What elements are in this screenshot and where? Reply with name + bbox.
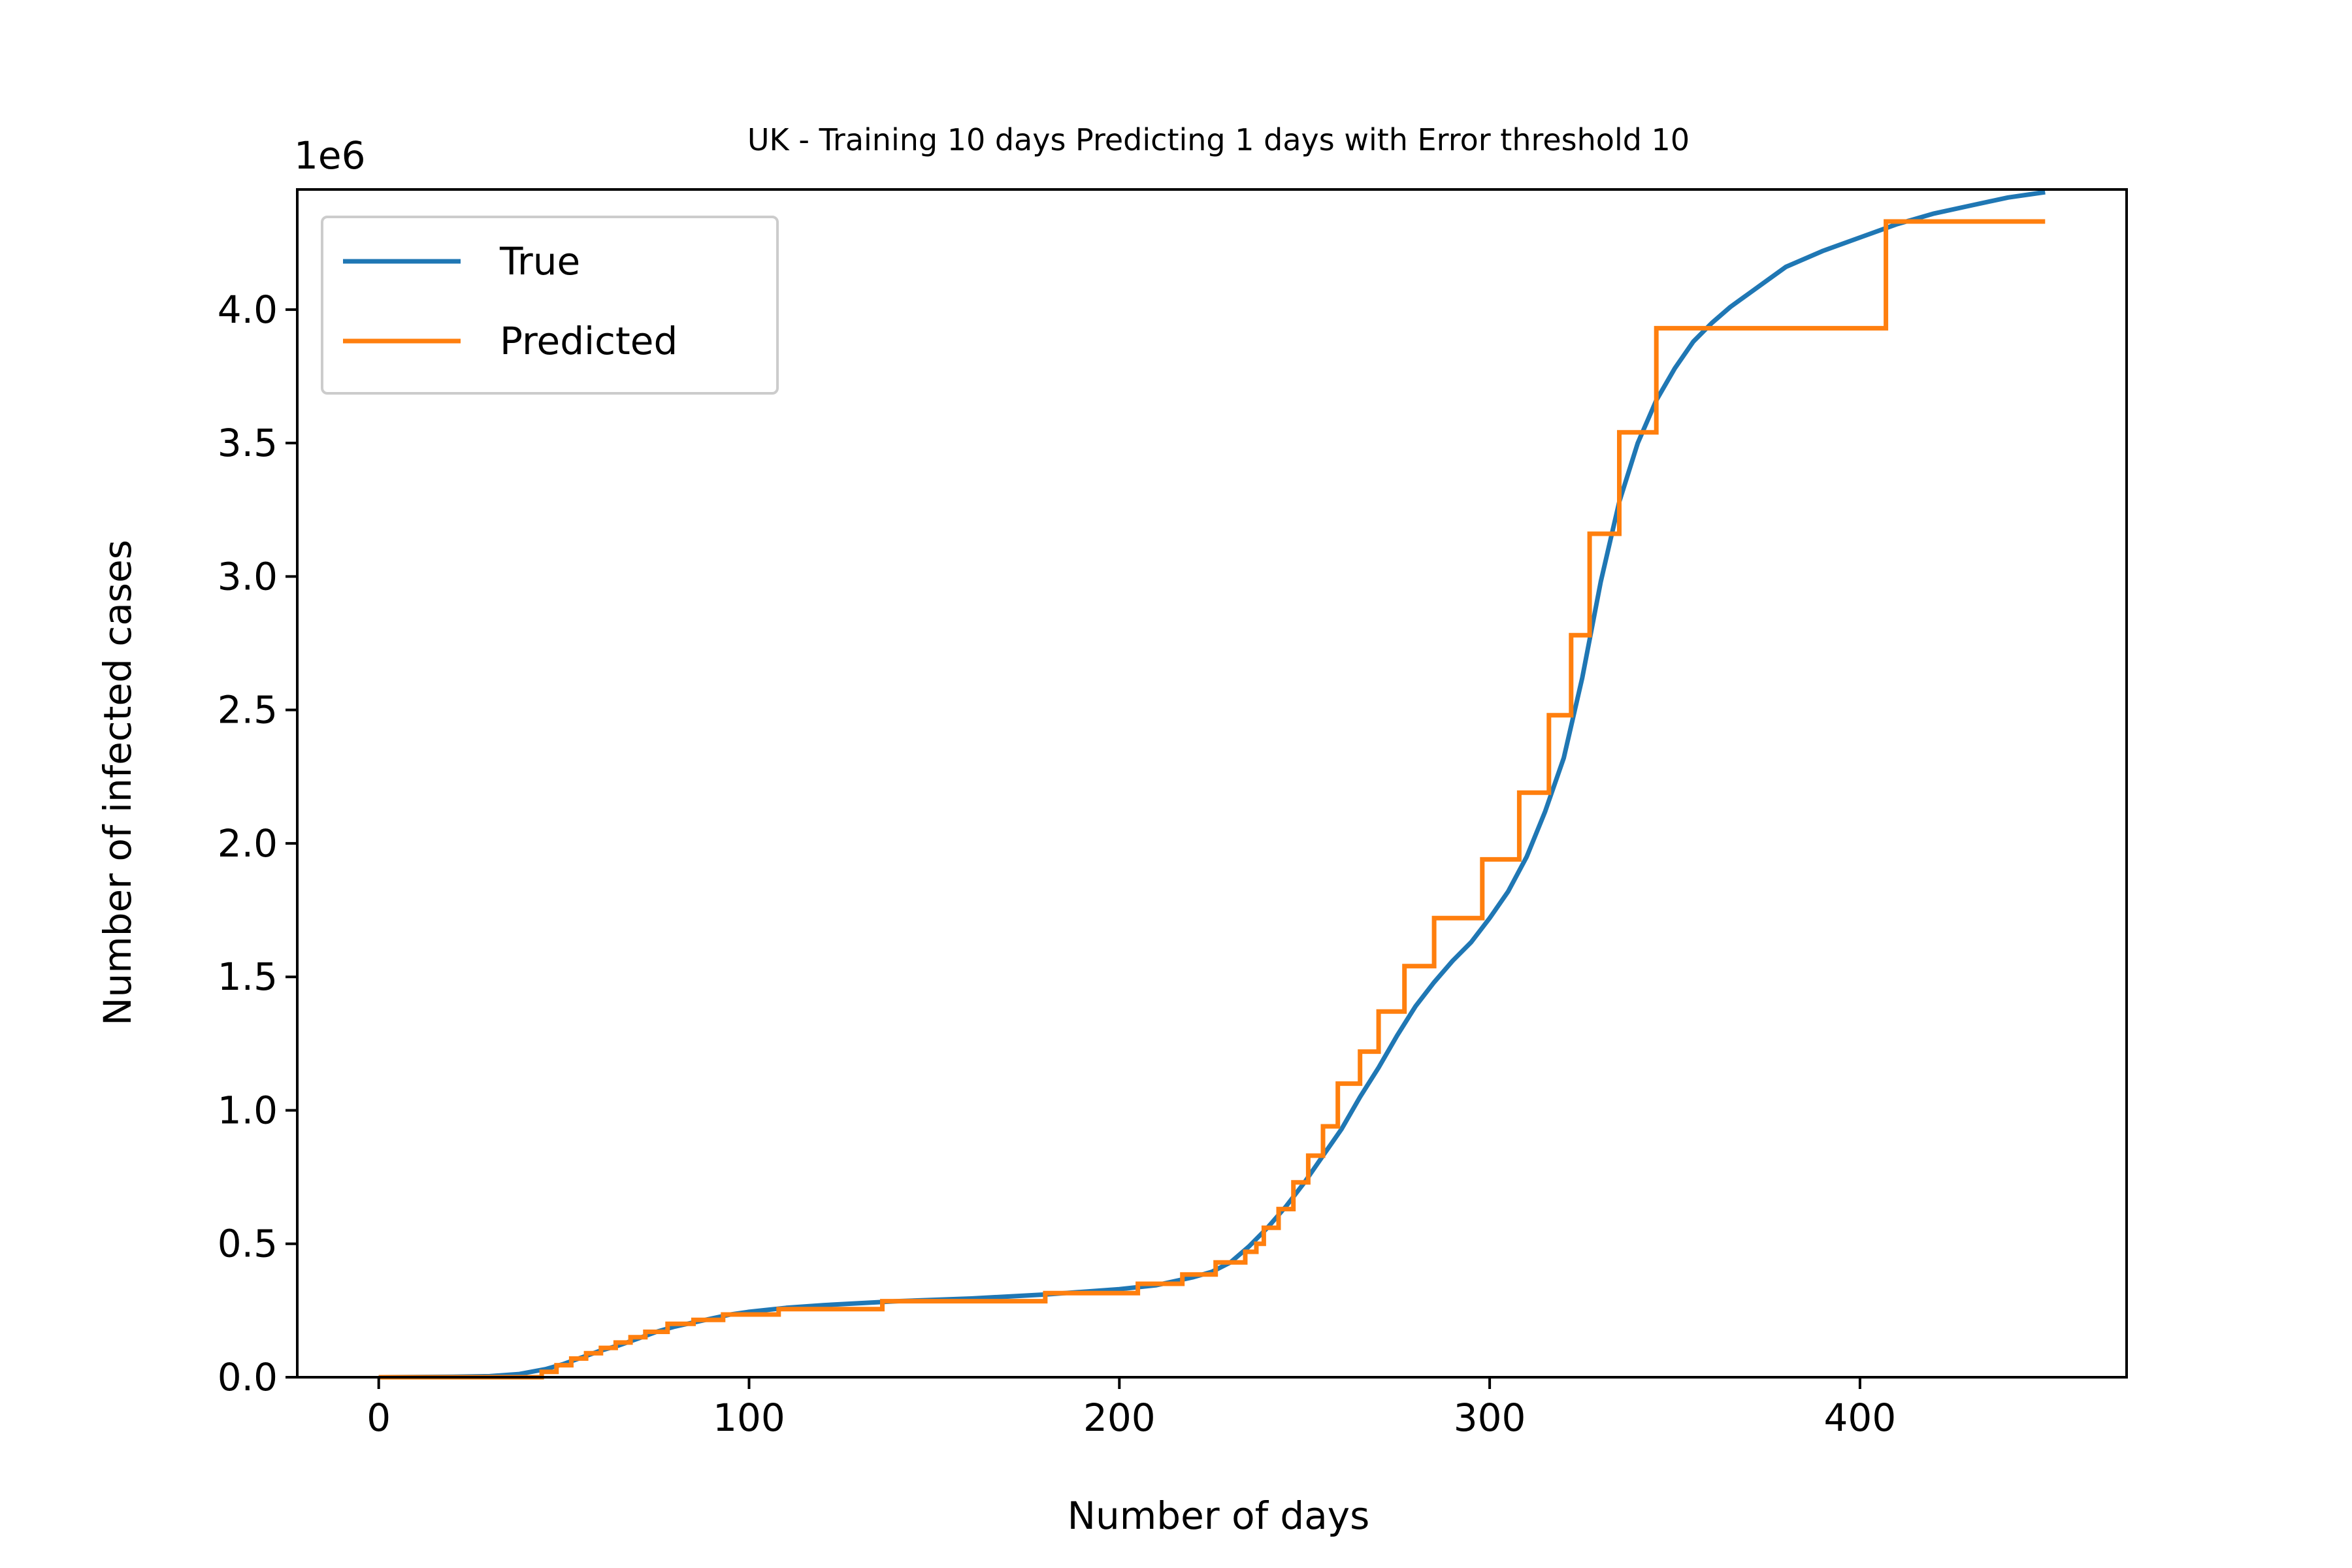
- y-tick-label: 0.0: [218, 1355, 278, 1399]
- x-tick-label: 400: [1824, 1396, 1897, 1440]
- y-tick-label: 3.0: [218, 554, 278, 598]
- y-offset-label: 1e6: [294, 133, 366, 178]
- axes-frame: [296, 188, 2128, 1379]
- y-tick-label: 2.5: [218, 688, 278, 732]
- y-tick-label: 1.0: [218, 1088, 278, 1132]
- x-tick-label: 0: [367, 1396, 391, 1440]
- x-tick-label: 200: [1083, 1396, 1156, 1440]
- series-line-predicted: [378, 219, 2046, 1380]
- chart-title: UK - Training 10 days Predicting 1 days …: [747, 122, 1690, 157]
- y-axis: 0.0 0.5 1.0 1.5 2.0 2.5 3.0 3.5 4.0: [218, 287, 297, 1399]
- y-tick-label: 0.5: [218, 1222, 278, 1266]
- x-axis-label: Number of days: [1068, 1494, 1370, 1538]
- x-tick-label: 100: [713, 1396, 785, 1440]
- y-axis-label: Number of infected cases: [95, 540, 140, 1026]
- legend-label-true: True: [499, 239, 580, 284]
- y-tick-label: 2.0: [218, 821, 278, 866]
- y-tick-label: 1.5: [218, 955, 278, 999]
- y-tick-label: 3.5: [218, 421, 278, 465]
- x-axis: 0 100 200 300 400: [367, 1377, 1896, 1440]
- y-tick-label: 4.0: [218, 287, 278, 332]
- legend: True Predicted: [321, 216, 779, 395]
- plot-area: [296, 188, 2128, 1380]
- x-tick-label: 300: [1454, 1396, 1526, 1440]
- legend-label-predicted: Predicted: [500, 319, 678, 363]
